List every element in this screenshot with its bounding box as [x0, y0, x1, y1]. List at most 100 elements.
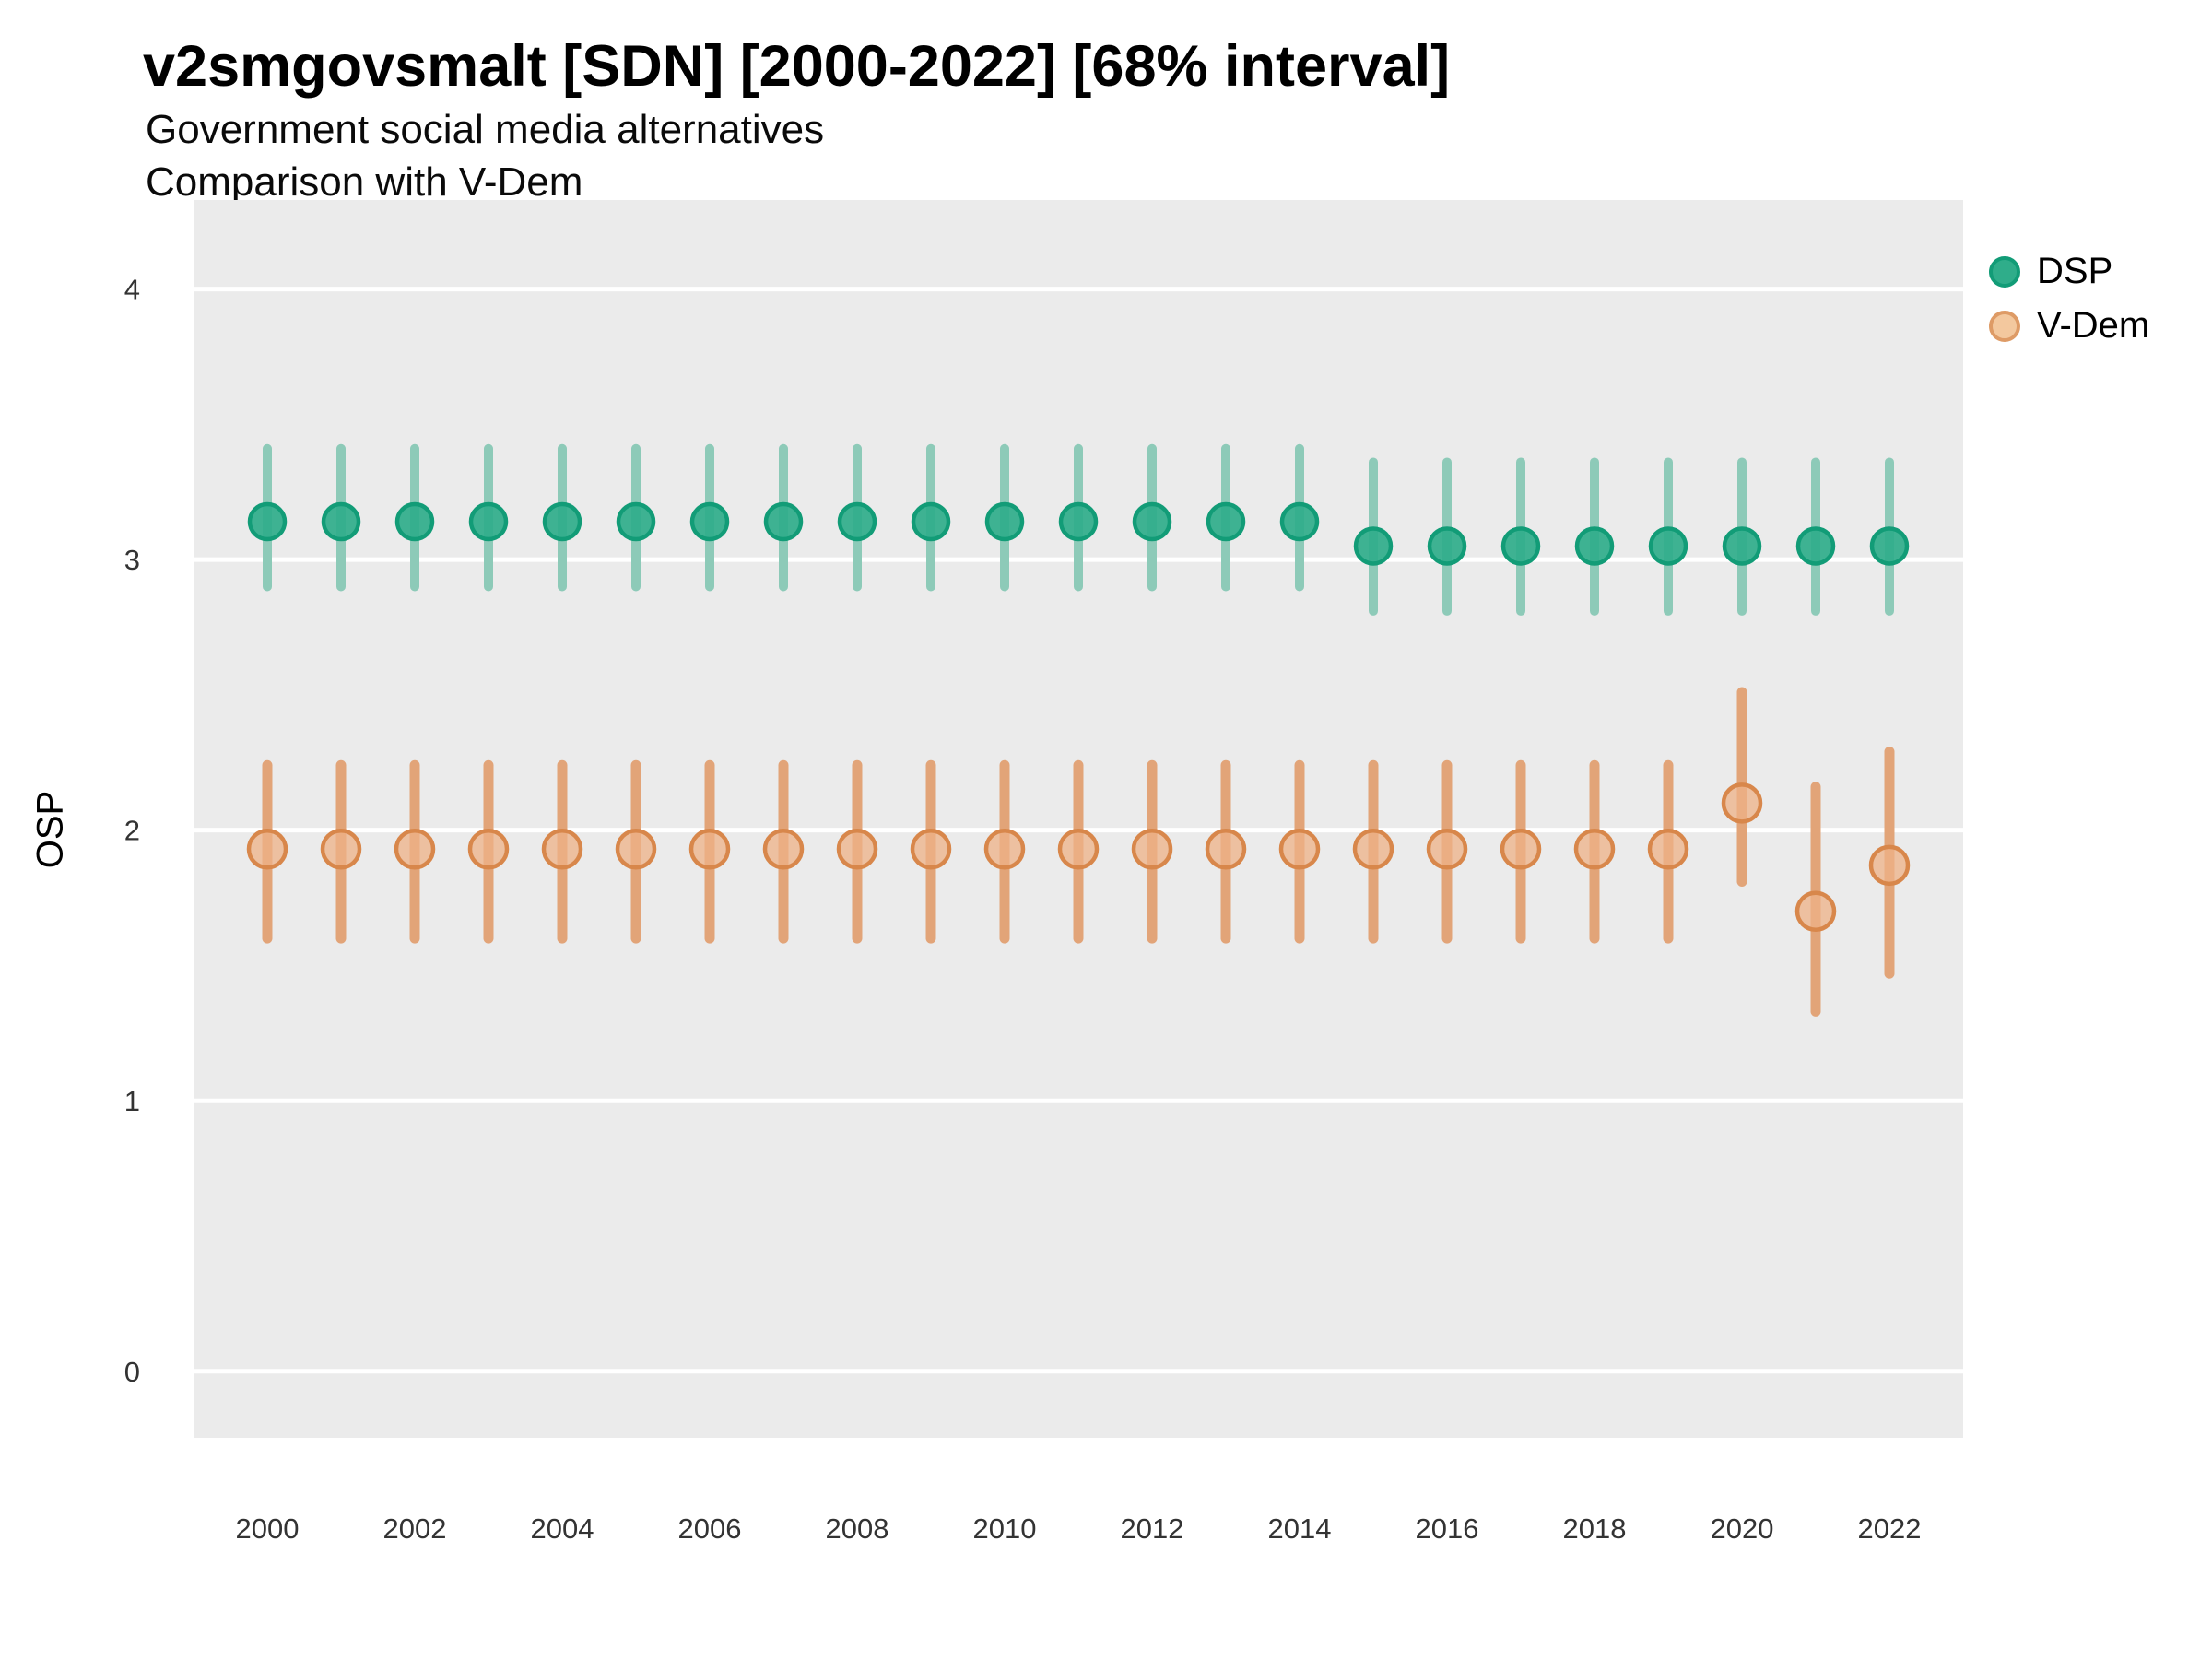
estimate-point [1795, 526, 1836, 566]
pointrange-DSP-2017 [1500, 457, 1541, 616]
pointrange-DSP-2018 [1574, 457, 1615, 616]
estimate-point [246, 828, 288, 870]
pointrange-V-Dem-2003 [467, 759, 510, 944]
pointrange-V-Dem-2000 [246, 759, 288, 944]
estimate-point [1500, 526, 1541, 566]
legend-label-dsp: DSP [2037, 251, 2113, 291]
x-tick-label-2022: 2022 [1858, 1512, 1922, 1545]
x-tick-label-2000: 2000 [236, 1512, 300, 1545]
pointrange-DSP-2002 [394, 443, 435, 592]
pointrange-DSP-2022 [1869, 457, 1910, 616]
estimate-point [1353, 526, 1394, 566]
estimate-point [762, 828, 805, 870]
estimate-point [1205, 828, 1247, 870]
estimate-point [1057, 828, 1100, 870]
y-tick-label-2: 2 [124, 815, 140, 847]
legend-label-vdem: V-Dem [2037, 305, 2150, 346]
pointrange-V-Dem-2020 [1721, 687, 1763, 887]
legend: DSP V-Dem [1989, 251, 2149, 347]
pointrange-DSP-2011 [1058, 443, 1099, 592]
estimate-point [320, 828, 362, 870]
estimate-point [1648, 526, 1688, 566]
pointrange-V-Dem-2005 [615, 759, 657, 944]
estimate-point [910, 828, 952, 870]
pointrange-V-Dem-2021 [1794, 782, 1837, 1017]
estimate-point [1131, 828, 1173, 870]
pointrange-DSP-2009 [911, 443, 951, 592]
estimate-point [1868, 844, 1911, 887]
chart-subtitle-line1: Government social media alternatives [146, 107, 825, 152]
estimate-point [467, 828, 510, 870]
x-tick-label-2006: 2006 [678, 1512, 742, 1545]
pointrange-V-Dem-2007 [762, 759, 805, 944]
pointrange-V-Dem-2010 [983, 759, 1026, 944]
pointrange-V-Dem-2008 [836, 759, 878, 944]
estimate-point [1058, 501, 1099, 542]
estimate-point [689, 501, 730, 542]
x-tick-label-2016: 2016 [1416, 1512, 1479, 1545]
pointrange-V-Dem-2015 [1352, 759, 1394, 944]
pointrange-DSP-2012 [1132, 443, 1172, 592]
legend-dot-dsp-icon [1989, 255, 2020, 288]
pointrange-V-Dem-2016 [1426, 759, 1468, 944]
pointrange-DSP-2015 [1353, 457, 1394, 616]
x-tick-label-2012: 2012 [1121, 1512, 1184, 1545]
x-tick-label-2010: 2010 [973, 1512, 1037, 1545]
estimate-point [394, 501, 435, 542]
pointrange-DSP-2008 [837, 443, 877, 592]
estimate-point [1647, 828, 1689, 870]
estimate-point [394, 828, 436, 870]
pointrange-V-Dem-2006 [688, 759, 731, 944]
estimate-point [763, 501, 804, 542]
estimate-point [1352, 828, 1394, 870]
estimate-point [542, 501, 582, 542]
x-tick-label-2014: 2014 [1268, 1512, 1332, 1545]
estimate-point [1722, 526, 1762, 566]
pointrange-V-Dem-2017 [1500, 759, 1542, 944]
estimate-point [541, 828, 583, 870]
legend-item-dsp: DSP [1989, 251, 2149, 292]
estimate-point [688, 828, 731, 870]
estimate-point [321, 501, 361, 542]
estimate-point [1278, 828, 1321, 870]
estimate-point [1794, 890, 1837, 932]
pointrange-DSP-2001 [321, 443, 361, 592]
pointrange-V-Dem-2014 [1278, 759, 1321, 944]
estimate-point [1500, 828, 1542, 870]
pointrange-V-Dem-2001 [320, 759, 362, 944]
pointrange-V-Dem-2002 [394, 759, 436, 944]
estimate-point [1721, 782, 1763, 824]
pointrange-DSP-2020 [1722, 457, 1762, 616]
pointrange-DSP-2000 [247, 443, 288, 592]
pointrange-DSP-2016 [1427, 457, 1467, 616]
x-tick-label-2002: 2002 [383, 1512, 447, 1545]
y-tick-label-4: 4 [124, 274, 140, 306]
estimate-point [1869, 526, 1910, 566]
estimate-point [615, 828, 657, 870]
estimate-point [1427, 526, 1467, 566]
x-tick-label-2008: 2008 [826, 1512, 889, 1545]
y-tick-label-1: 1 [124, 1085, 140, 1117]
estimate-point [984, 501, 1025, 542]
legend-dot-vdem-icon [1989, 310, 2020, 342]
estimate-point [837, 501, 877, 542]
pointrange-V-Dem-2018 [1573, 759, 1616, 944]
chart-subtitle-block: Government social media alternatives Com… [146, 103, 824, 208]
legend-item-vdem: V-Dem [1989, 305, 2149, 347]
pointrange-V-Dem-2022 [1868, 747, 1911, 979]
x-tick-label-2018: 2018 [1563, 1512, 1627, 1545]
x-tick-label-2020: 2020 [1711, 1512, 1774, 1545]
estimate-point [1206, 501, 1246, 542]
estimate-point [247, 501, 288, 542]
pointrange-V-Dem-2011 [1057, 759, 1100, 944]
estimate-point [911, 501, 951, 542]
estimate-point [1426, 828, 1468, 870]
pointrange-DSP-2013 [1206, 443, 1246, 592]
pointrange-DSP-2014 [1279, 443, 1320, 592]
pointrange-DSP-2004 [542, 443, 582, 592]
estimate-point [468, 501, 509, 542]
pointrange-DSP-2006 [689, 443, 730, 592]
chart-title: v2smgovsmalt [SDN] [2000-2022] [68% inte… [143, 34, 1451, 99]
estimate-point [1573, 828, 1616, 870]
